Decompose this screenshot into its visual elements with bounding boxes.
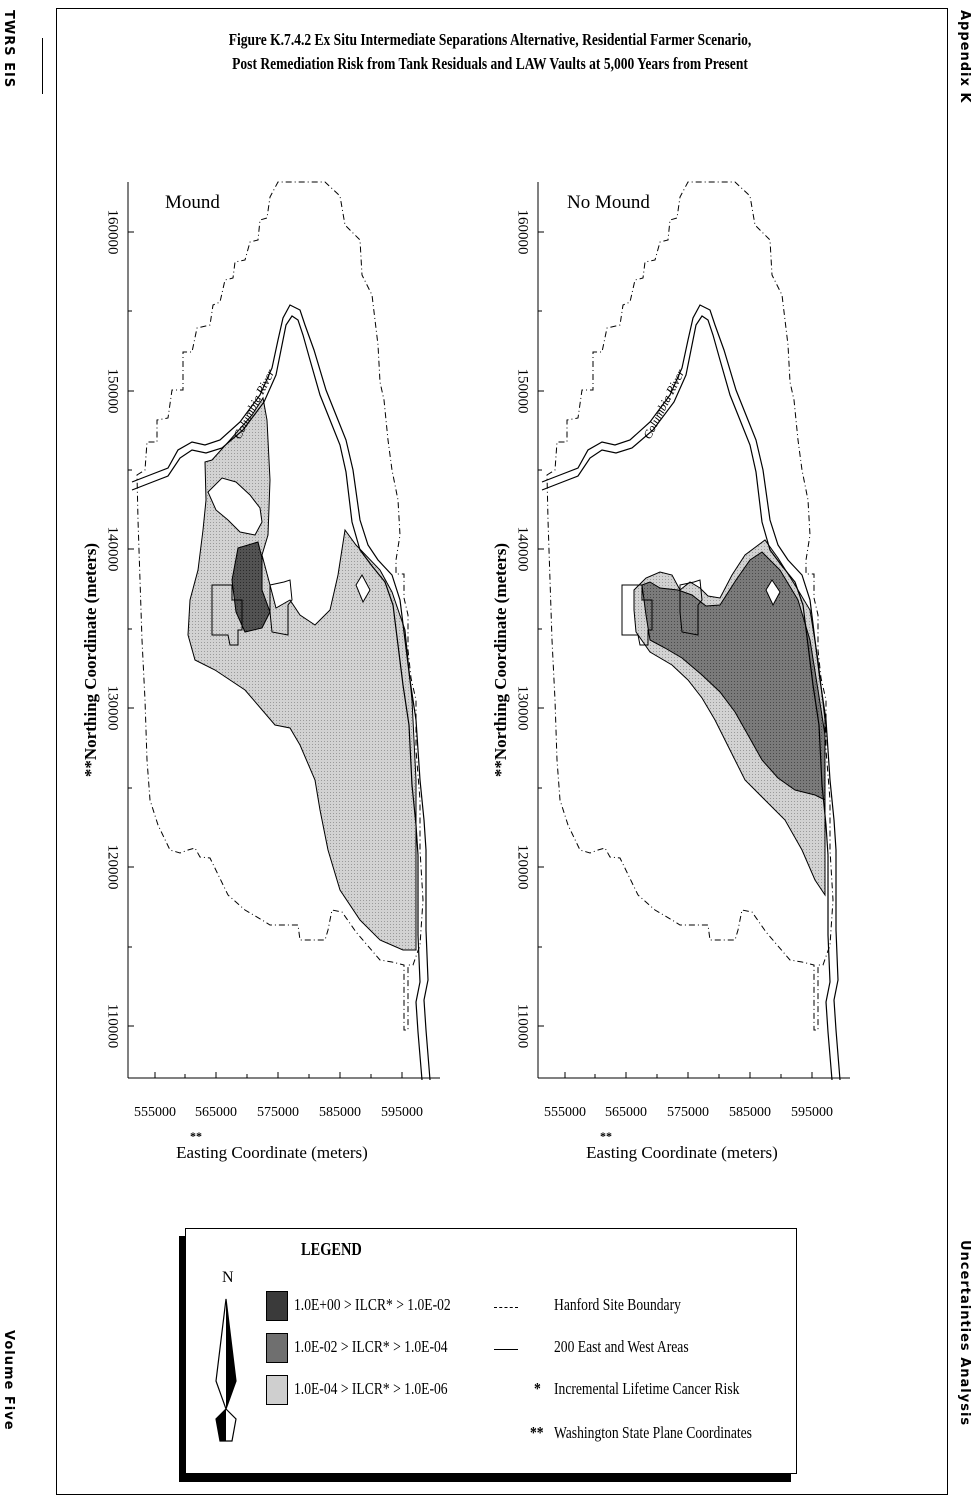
y-axis-label: **Northing Coordinate (meters) <box>491 543 510 777</box>
figure-title-line-1: Figure K.7.4.2 Ex Situ Intermediate Sepa… <box>228 30 752 49</box>
x-tick-label: 595000 <box>791 1105 833 1120</box>
no-risk-patch <box>355 573 371 604</box>
y-tick-label: 110000 <box>105 1004 121 1048</box>
x-tick-label: 595000 <box>381 1105 423 1120</box>
y-axis-label: **Northing Coordinate (meters) <box>81 543 100 777</box>
figure-title: Figure K.7.4.2 Ex Situ Intermediate Sepa… <box>195 28 785 76</box>
map-no-mound: 160000 150000 140000 130000 120000 11000… <box>491 181 850 1162</box>
legend-label-high: 1.0E+00 > ILCR* > 1.0E-02 <box>294 1295 451 1314</box>
y-tick-label: 120000 <box>105 845 121 890</box>
200-west-area <box>621 584 653 646</box>
no-risk-patch <box>765 579 781 607</box>
y-tick-label: 160000 <box>515 210 531 255</box>
columbia-river <box>131 304 431 1081</box>
legend-symbol-single-star: * <box>534 1379 541 1398</box>
risk-region-medium <box>641 551 826 801</box>
legend-swatch-high <box>266 1291 288 1321</box>
y-tick-label: 110000 <box>515 1004 531 1048</box>
legend-swatch-low <box>266 1375 288 1405</box>
200-east-area <box>679 579 703 636</box>
legend-title: LEGEND <box>301 1239 362 1259</box>
200-west-area <box>211 584 243 646</box>
north-arrow-icon <box>215 1298 237 1442</box>
risk-maps: 160000 150000 140000 130000 120000 11000… <box>81 181 850 1162</box>
hanford-boundary <box>546 181 834 1031</box>
map-label-no-mound: No Mound <box>567 192 650 213</box>
map-label-mound: Mound <box>165 192 220 213</box>
y-tick-label: 150000 <box>105 369 121 414</box>
margin-right-footer: Uncertainties Analysis <box>957 1240 972 1427</box>
figure-frame <box>56 8 948 1495</box>
y-tick-label: 140000 <box>105 527 121 572</box>
margin-left-footer: Volume Five <box>1 1330 16 1431</box>
y-tick-label: 160000 <box>105 210 121 255</box>
x-axis-label: Easting Coordinate (meters) <box>586 1143 778 1162</box>
area-line-key <box>494 1349 518 1350</box>
200-east-area <box>269 579 293 636</box>
legend-label-medium: 1.0E-02 > ILCR* > 1.0E-04 <box>294 1337 448 1356</box>
y-tick-label: 150000 <box>515 369 531 414</box>
figure-title-line-2: Post Remediation Risk from Tank Residual… <box>232 54 748 73</box>
y-tick-label: 140000 <box>515 527 531 572</box>
columbia-river <box>541 304 841 1081</box>
y-tick-label: 120000 <box>515 845 531 890</box>
legend-key-coordinates: Washington State Plane Coordinates <box>554 1423 752 1442</box>
legend: LEGEND N 1.0E+00 > ILCR* > 1.0E-02 1.0E-… <box>185 1228 797 1474</box>
legend-key-boundary: Hanford Site Boundary <box>554 1295 681 1314</box>
x-axis-label-prefix: ** <box>190 1129 202 1143</box>
x-tick-label: 585000 <box>729 1105 771 1120</box>
x-tick-label: 565000 <box>195 1105 237 1120</box>
risk-region-low <box>187 396 417 951</box>
y-tick-label: 130000 <box>515 686 531 731</box>
x-tick-label: 555000 <box>134 1105 176 1120</box>
x-axis-label-prefix: ** <box>600 1129 612 1143</box>
legend-key-ilcr: Incremental Lifetime Cancer Risk <box>554 1379 740 1398</box>
hanford-boundary <box>136 181 424 1031</box>
y-tick-label: 130000 <box>105 686 121 731</box>
legend-key-areas: 200 East and West Areas <box>554 1337 689 1356</box>
legend-symbol-double-star: ** <box>530 1423 544 1442</box>
map-mound: 160000 150000 140000 130000 120000 11000… <box>81 181 440 1162</box>
boundary-line-key <box>494 1307 518 1308</box>
no-risk-patch <box>207 477 263 536</box>
margin-rule <box>42 38 43 94</box>
x-axis-label: Easting Coordinate (meters) <box>176 1143 368 1162</box>
x-tick-label: 565000 <box>605 1105 647 1120</box>
x-tick-label: 575000 <box>667 1105 709 1120</box>
north-label: N <box>222 1269 234 1286</box>
river-label: Columbia River <box>640 367 687 442</box>
legend-label-low: 1.0E-04 > ILCR* > 1.0E-06 <box>294 1379 448 1398</box>
x-tick-label: 575000 <box>257 1105 299 1120</box>
x-tick-label: 585000 <box>319 1105 361 1120</box>
legend-swatch-medium <box>266 1333 288 1363</box>
x-tick-label: 555000 <box>544 1105 586 1120</box>
